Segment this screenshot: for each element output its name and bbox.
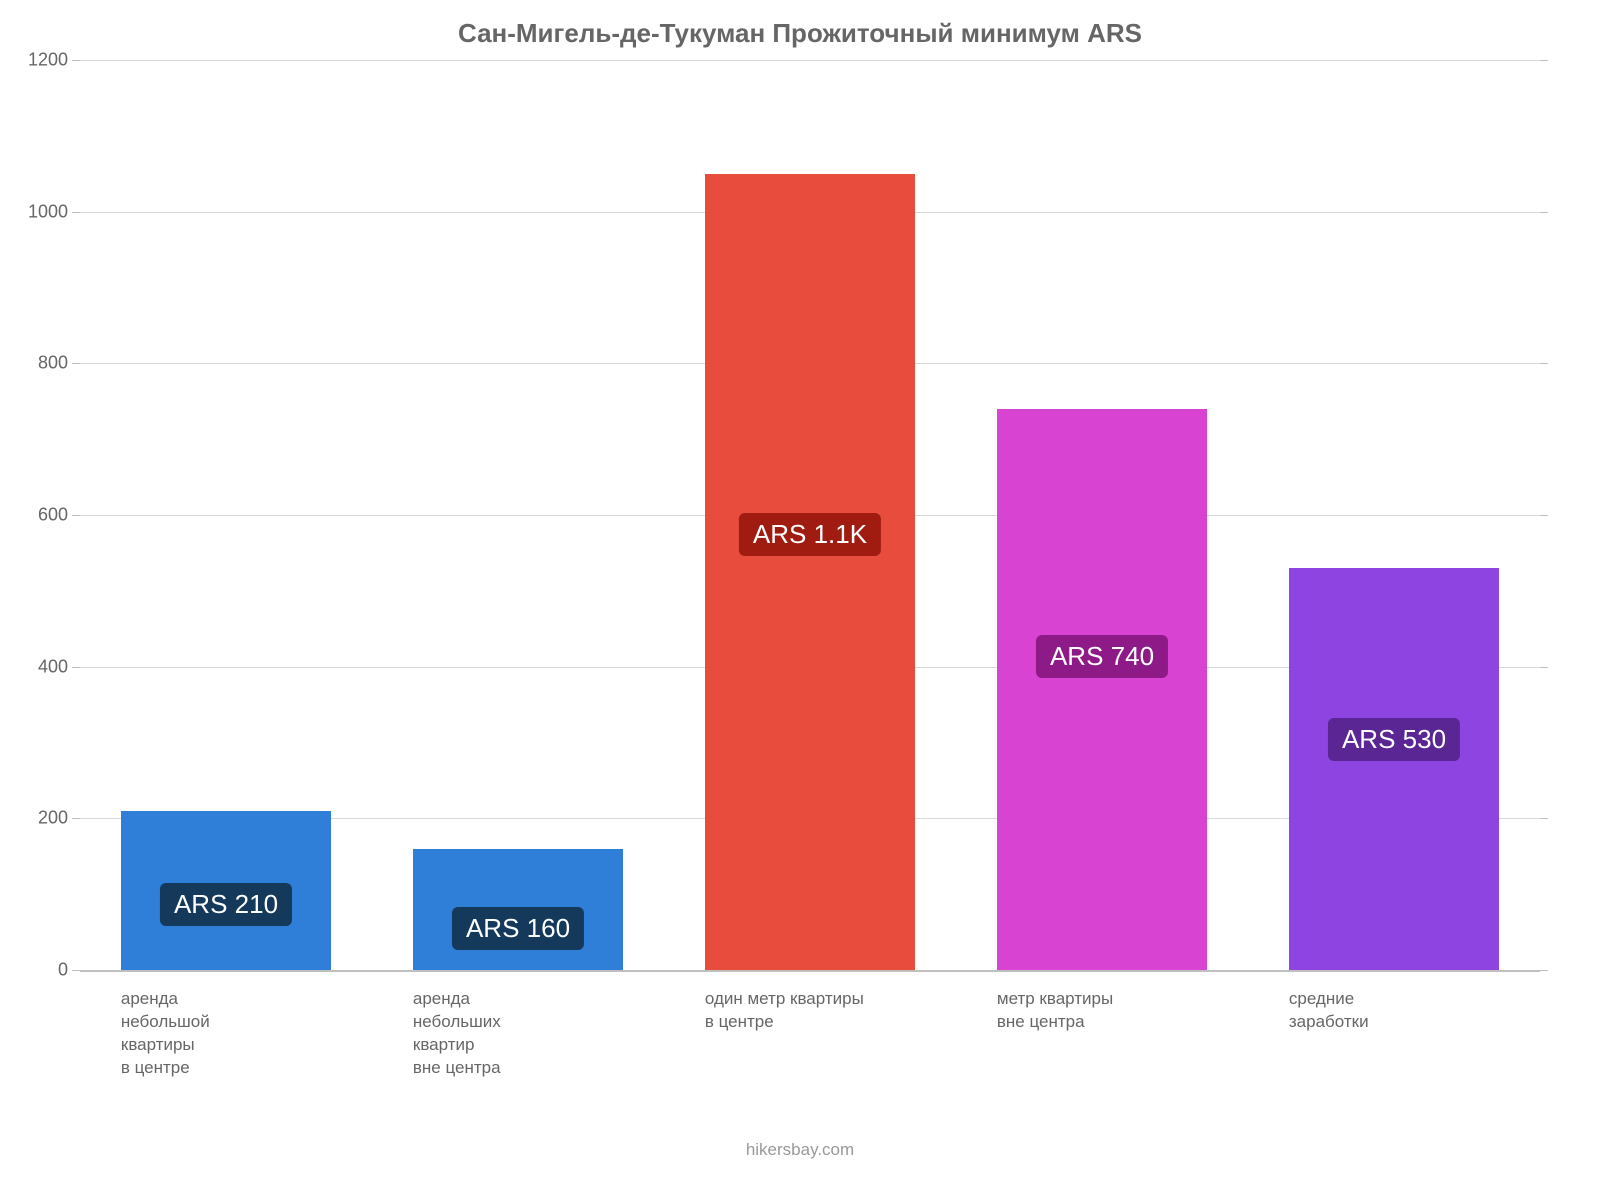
bar (997, 409, 1207, 970)
plot-area: 020040060080010001200ARS 210аренда небол… (80, 60, 1540, 970)
x-axis-label: средние заработки (1289, 988, 1499, 1034)
x-axis-label: аренда небольшой квартиры в центре (121, 988, 331, 1080)
ytick-label: 200 (10, 808, 68, 829)
chart-container: Сан-Мигель-де-Тукуман Прожиточный миниму… (0, 0, 1600, 1200)
ytick-mark (1540, 970, 1548, 971)
ytick-mark (1540, 60, 1548, 61)
value-badge: ARS 1.1K (739, 513, 881, 556)
ytick-mark (1540, 818, 1548, 819)
bar (1289, 568, 1499, 970)
ytick-label: 0 (10, 960, 68, 981)
ytick-mark (72, 667, 80, 668)
chart-footer: hikersbay.com (0, 1140, 1600, 1160)
value-badge: ARS 160 (452, 907, 584, 950)
x-axis-label: метр квартиры вне центра (997, 988, 1207, 1034)
ytick-label: 800 (10, 353, 68, 374)
ytick-mark (72, 818, 80, 819)
ytick-mark (1540, 212, 1548, 213)
ytick-mark (1540, 515, 1548, 516)
ytick-mark (72, 363, 80, 364)
value-badge: ARS 210 (160, 883, 292, 926)
ytick-mark (72, 60, 80, 61)
value-badge: ARS 740 (1036, 635, 1168, 678)
ytick-mark (1540, 363, 1548, 364)
ytick-mark (72, 212, 80, 213)
chart-title: Сан-Мигель-де-Тукуман Прожиточный миниму… (0, 18, 1600, 49)
gridline (80, 60, 1540, 61)
x-axis-label: аренда небольших квартир вне центра (413, 988, 623, 1080)
bar (705, 174, 915, 970)
ytick-mark (72, 515, 80, 516)
ytick-label: 600 (10, 505, 68, 526)
ytick-mark (72, 970, 80, 971)
ytick-label: 400 (10, 656, 68, 677)
ytick-label: 1200 (10, 50, 68, 71)
ytick-mark (1540, 667, 1548, 668)
baseline (80, 970, 1540, 972)
value-badge: ARS 530 (1328, 718, 1460, 761)
x-axis-label: один метр квартиры в центре (705, 988, 915, 1034)
ytick-label: 1000 (10, 201, 68, 222)
